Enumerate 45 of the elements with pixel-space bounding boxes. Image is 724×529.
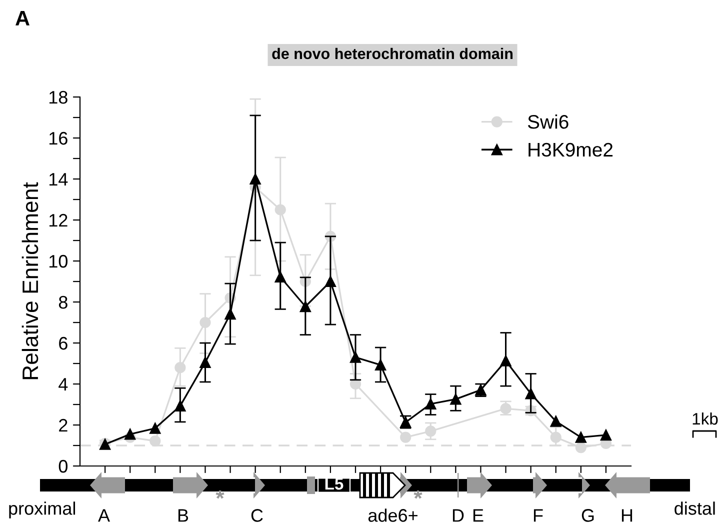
- chart-title: de novo heterochromatin domain: [272, 48, 513, 60]
- text: L5: [325, 478, 344, 490]
- point: [550, 432, 562, 443]
- point: [150, 435, 161, 447]
- point: [174, 362, 186, 374]
- text: B: [178, 509, 188, 522]
- y-tick-label: 18: [49, 90, 68, 104]
- text: D: [452, 509, 464, 522]
- point: [150, 422, 161, 434]
- text: ade6+: [368, 508, 418, 522]
- point: [600, 429, 612, 441]
- y-tick-label: 6: [59, 336, 68, 350]
- text: E: [473, 509, 484, 522]
- y-tick-label: 2: [59, 418, 68, 432]
- legend-label: Swi6: [528, 114, 568, 129]
- text: distal: [674, 502, 715, 515]
- y-tick-label: 4: [58, 378, 68, 391]
- point: [350, 378, 362, 390]
- text: *: [216, 490, 224, 499]
- y-tick-label: 10: [49, 254, 68, 268]
- y-axis-title: Relative Enrichment: [22, 182, 38, 380]
- point: [500, 403, 512, 414]
- text: C: [251, 509, 263, 522]
- point: [425, 426, 436, 437]
- text: 1kb: [692, 412, 718, 425]
- legend-label: H3K9me2: [528, 142, 613, 157]
- text: F: [534, 509, 543, 522]
- point: [124, 428, 136, 440]
- y-tick-label: 8: [58, 296, 68, 309]
- y-tick-label: 14: [49, 173, 68, 186]
- y-tick-label: 12: [49, 214, 68, 227]
- point: [400, 432, 412, 443]
- point: [274, 204, 286, 216]
- text: H: [622, 509, 632, 522]
- point: [575, 432, 586, 443]
- point: [200, 316, 211, 328]
- y-tick-label: 16: [49, 132, 68, 145]
- text: *: [414, 490, 422, 499]
- point: [550, 416, 562, 427]
- point: [575, 442, 586, 454]
- text: A: [16, 11, 30, 26]
- text: proximal: [9, 502, 76, 518]
- text: G: [582, 509, 594, 522]
- y-tick-label: 0: [58, 460, 68, 473]
- text: A: [98, 509, 110, 522]
